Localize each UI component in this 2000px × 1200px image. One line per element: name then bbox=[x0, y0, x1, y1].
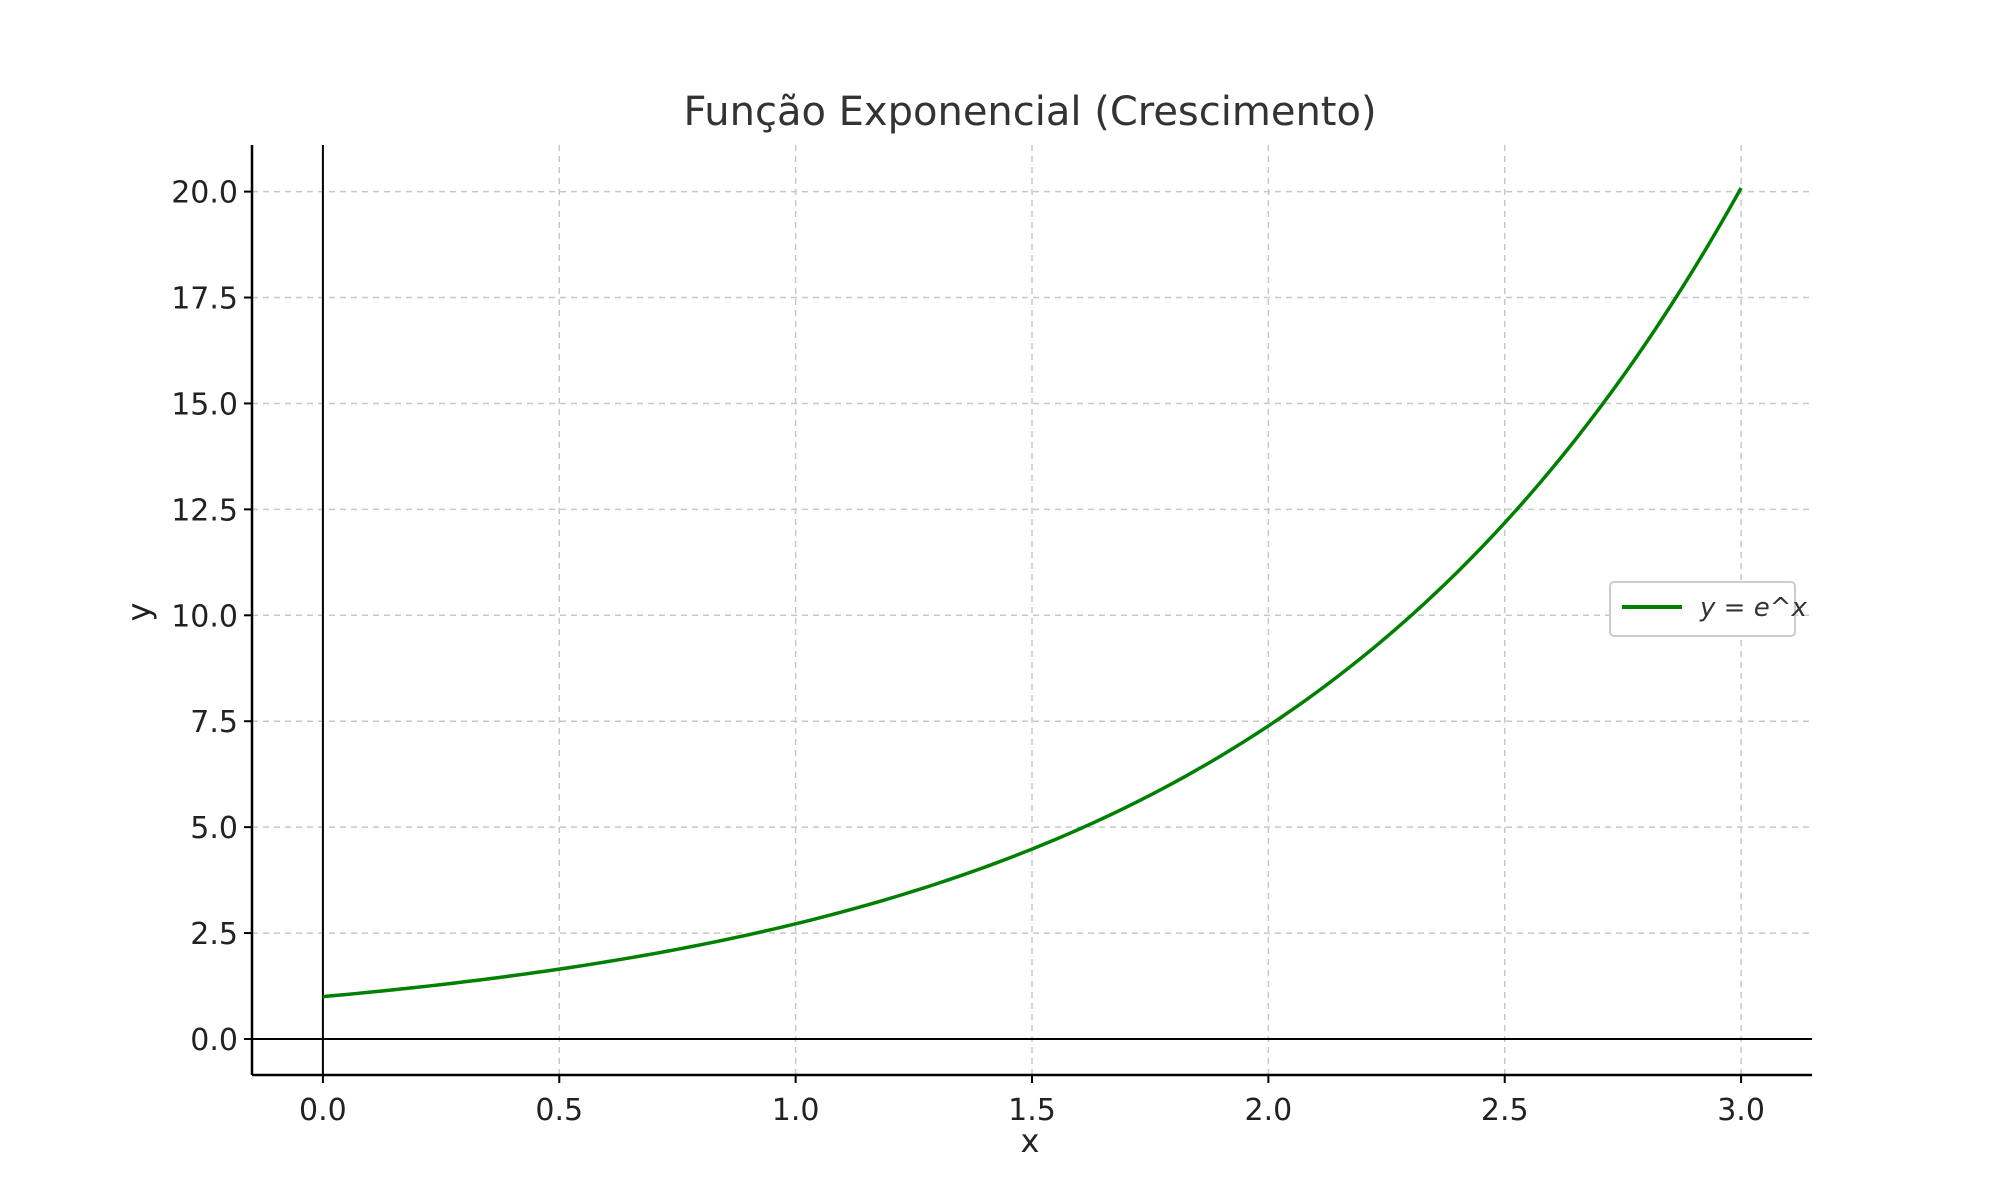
x-axis-label: x bbox=[1021, 1122, 1040, 1160]
x-tick-label-1: 0.5 bbox=[535, 1093, 583, 1128]
series-line-0 bbox=[322, 187, 1743, 999]
x-tick-label-6: 3.0 bbox=[1717, 1093, 1765, 1128]
x-tick-label-0: 0.0 bbox=[299, 1093, 347, 1128]
x-tick-label-3: 1.5 bbox=[1008, 1093, 1056, 1128]
x-tick-label-5: 2.5 bbox=[1481, 1093, 1529, 1128]
y-tick-label-1: 2.5 bbox=[190, 917, 238, 952]
legend: y = e^x bbox=[1609, 581, 1807, 637]
y-tick-label-8: 20.0 bbox=[171, 176, 238, 211]
y-tick-label-4: 10.0 bbox=[171, 599, 238, 634]
tick-labels: 0.0 0.5 1.0 1.5 2.0 2.5 3.0 0.0 2.5 5.0 7.5 10.0 12.… bbox=[171, 176, 1765, 1128]
reference-lines bbox=[252, 145, 1812, 1075]
legend-label: y = e^x bbox=[1699, 593, 1807, 623]
series-layer bbox=[322, 187, 1743, 999]
y-tick-label-5: 12.5 bbox=[171, 493, 238, 528]
x-tick-label-4: 2.0 bbox=[1245, 1093, 1293, 1128]
y-tick-label-6: 15.0 bbox=[171, 387, 238, 422]
grid-lines bbox=[252, 145, 1812, 1075]
legend-box bbox=[1609, 581, 1796, 637]
y-tick-label-7: 17.5 bbox=[171, 282, 238, 317]
x-tick-label-2: 1.0 bbox=[772, 1093, 820, 1128]
y-tick-label-2: 5.0 bbox=[190, 811, 238, 846]
y-tick-label-3: 7.5 bbox=[190, 705, 238, 740]
y-tick-label-0: 0.0 bbox=[190, 1023, 238, 1058]
chart-title: Função Exponencial (Crescimento) bbox=[683, 89, 1376, 135]
y-axis-label: y bbox=[120, 603, 158, 622]
